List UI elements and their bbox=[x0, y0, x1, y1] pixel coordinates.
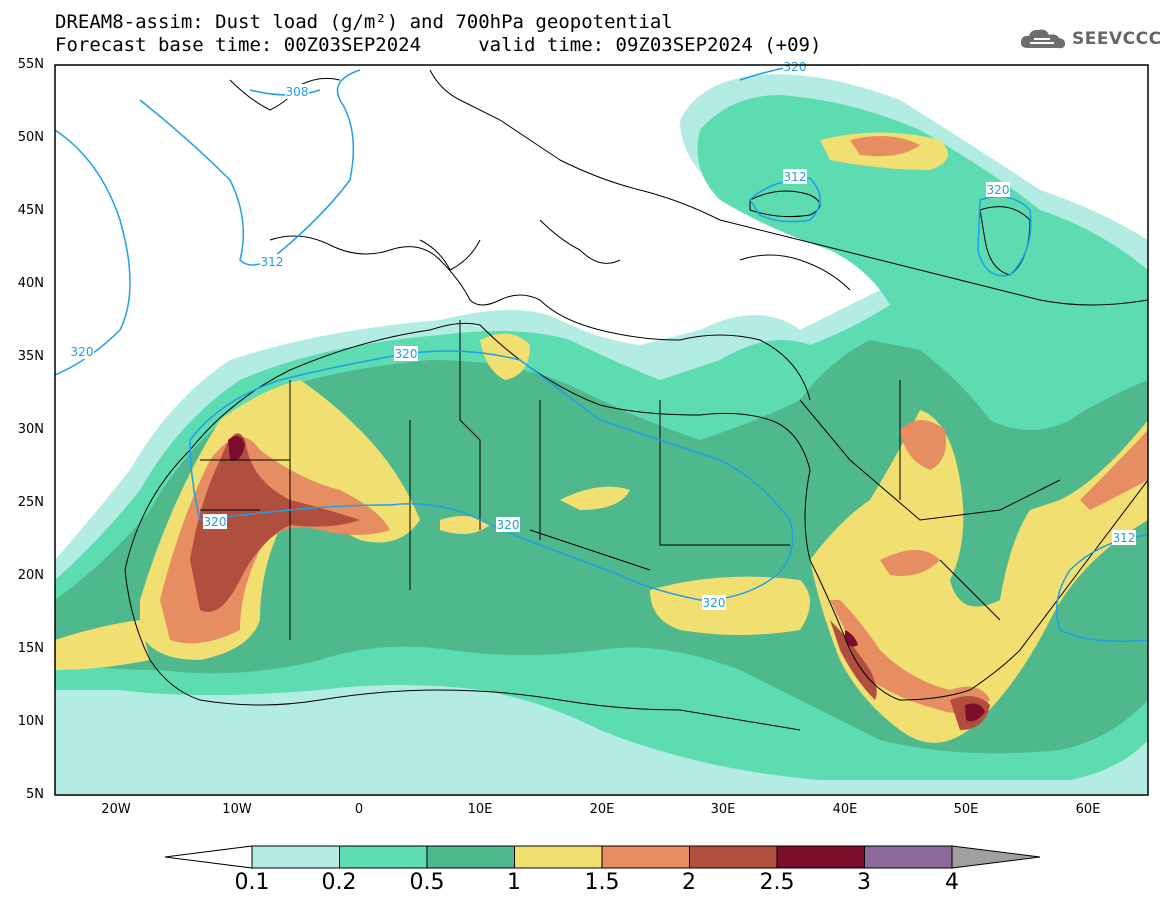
lon-label: 40E bbox=[832, 802, 858, 817]
colorbar-segment bbox=[426, 845, 515, 869]
contour-label: 320 bbox=[497, 518, 520, 532]
colorbar-segment bbox=[514, 845, 603, 869]
coastlines bbox=[124, 69, 1148, 731]
lat-label: 50N bbox=[17, 130, 44, 145]
lon-label: 10E bbox=[467, 802, 493, 817]
contour-label: 320 bbox=[71, 345, 94, 359]
cloud-icon bbox=[1020, 29, 1066, 49]
colorbar-label: 2 bbox=[682, 870, 696, 895]
contour-label: 320 bbox=[784, 60, 807, 74]
colorbar-label: 1 bbox=[507, 870, 521, 895]
colorbar-low-triangle bbox=[164, 845, 253, 869]
lat-label: 20N bbox=[17, 568, 44, 583]
logo-text: SEEVCCC bbox=[1072, 29, 1162, 49]
colorbar-segment bbox=[251, 845, 340, 869]
colorbar-segment bbox=[776, 845, 865, 869]
lat-label: 40N bbox=[17, 276, 44, 291]
contour-label: 320 bbox=[395, 347, 418, 361]
lon-label: 20W bbox=[101, 802, 131, 817]
lat-label: 45N bbox=[17, 203, 44, 218]
lon-label: 50E bbox=[953, 802, 979, 817]
lat-label: 5N bbox=[26, 787, 44, 802]
lat-label: 10N bbox=[17, 714, 44, 729]
colorbar-segment bbox=[689, 845, 778, 869]
colorbar-high-triangle bbox=[951, 845, 1041, 869]
dust-fields bbox=[55, 74, 1148, 795]
contour-label: 320 bbox=[204, 515, 227, 529]
colorbar-label: 3 bbox=[857, 870, 871, 895]
lat-label: 35N bbox=[17, 349, 44, 364]
lat-label: 25N bbox=[17, 495, 44, 510]
contour-labels: 308 312 320 312 320 320 320 320 320 320 … bbox=[70, 59, 1136, 610]
colorbar-label: 0.1 bbox=[234, 870, 270, 895]
colorbar-label: 2.5 bbox=[759, 870, 795, 895]
contour-label: 312 bbox=[784, 170, 807, 184]
lon-label: 0 bbox=[354, 802, 364, 817]
lat-label: 15N bbox=[17, 641, 44, 656]
colorbar-segment bbox=[601, 845, 690, 869]
colorbar-segment bbox=[339, 845, 428, 869]
lat-label: 30N bbox=[17, 422, 44, 437]
contour-label: 312 bbox=[1113, 531, 1136, 545]
contour-label: 308 bbox=[286, 85, 309, 99]
map-title: DREAM8-assim: Dust load (g/m²) and 700hP… bbox=[55, 11, 673, 33]
seevccc-logo: SEEVCCC bbox=[1018, 26, 1162, 52]
lon-label: 20E bbox=[589, 802, 615, 817]
lat-label: 55N bbox=[17, 57, 44, 72]
colorbar-label: 0.5 bbox=[409, 870, 445, 895]
map-frame bbox=[54, 64, 1149, 796]
map-subtitle-times: Forecast base time: 00Z03SEP2024 valid t… bbox=[55, 34, 822, 56]
colorbar-label: 1.5 bbox=[584, 870, 620, 895]
contour-label: 320 bbox=[987, 183, 1010, 197]
contour-label: 312 bbox=[261, 255, 284, 269]
colorbar-label: 4 bbox=[945, 870, 959, 895]
colorbar bbox=[164, 845, 1041, 869]
colorbar-label: 0.2 bbox=[321, 870, 357, 895]
contour-label: 320 bbox=[703, 596, 726, 610]
lon-label: 30E bbox=[710, 802, 736, 817]
lon-label: 10W bbox=[222, 802, 252, 817]
lon-label: 60E bbox=[1075, 802, 1101, 817]
colorbar-segment bbox=[864, 845, 953, 869]
